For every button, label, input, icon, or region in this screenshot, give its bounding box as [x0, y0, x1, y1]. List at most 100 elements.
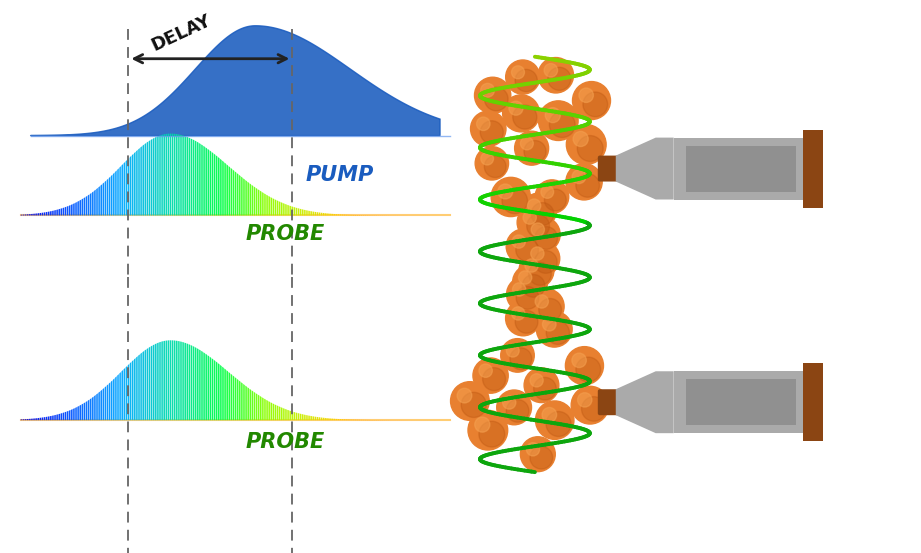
Polygon shape: [168, 340, 169, 420]
Polygon shape: [214, 360, 216, 420]
Circle shape: [476, 117, 490, 131]
Polygon shape: [201, 144, 203, 216]
Polygon shape: [52, 211, 53, 216]
Polygon shape: [136, 150, 138, 216]
Circle shape: [507, 400, 529, 422]
Circle shape: [533, 377, 556, 400]
Polygon shape: [184, 343, 186, 420]
Circle shape: [475, 147, 508, 180]
Polygon shape: [273, 403, 274, 420]
Polygon shape: [227, 164, 228, 216]
Polygon shape: [251, 185, 253, 216]
Circle shape: [573, 132, 589, 147]
Polygon shape: [616, 138, 673, 200]
Polygon shape: [148, 347, 150, 420]
Circle shape: [522, 274, 545, 298]
Circle shape: [538, 58, 574, 93]
Circle shape: [535, 180, 569, 213]
Polygon shape: [199, 143, 201, 216]
Polygon shape: [258, 189, 260, 216]
Polygon shape: [333, 419, 335, 420]
Polygon shape: [319, 417, 321, 420]
Polygon shape: [71, 409, 73, 420]
Polygon shape: [346, 215, 347, 216]
Polygon shape: [107, 384, 109, 420]
Polygon shape: [222, 160, 224, 216]
Bar: [803, 129, 823, 207]
Polygon shape: [195, 140, 196, 216]
Polygon shape: [48, 211, 50, 216]
Polygon shape: [264, 194, 266, 216]
Circle shape: [542, 408, 556, 422]
Circle shape: [484, 156, 506, 178]
Polygon shape: [148, 140, 150, 216]
Polygon shape: [96, 393, 98, 420]
Polygon shape: [79, 405, 81, 420]
Polygon shape: [67, 411, 68, 420]
Polygon shape: [235, 171, 237, 216]
Circle shape: [530, 446, 553, 469]
Circle shape: [480, 121, 503, 144]
Polygon shape: [166, 341, 167, 420]
Polygon shape: [125, 366, 127, 420]
Polygon shape: [159, 342, 161, 420]
Circle shape: [517, 205, 552, 240]
Polygon shape: [27, 419, 29, 420]
Polygon shape: [27, 214, 29, 216]
Polygon shape: [61, 413, 62, 420]
Polygon shape: [216, 155, 217, 216]
Polygon shape: [321, 213, 322, 216]
Polygon shape: [113, 173, 114, 216]
Polygon shape: [117, 374, 119, 420]
Circle shape: [526, 443, 540, 456]
Polygon shape: [161, 341, 163, 420]
Polygon shape: [250, 389, 251, 420]
Polygon shape: [317, 212, 319, 216]
Polygon shape: [260, 191, 262, 216]
Polygon shape: [332, 214, 333, 216]
Polygon shape: [218, 157, 219, 216]
Polygon shape: [48, 416, 50, 420]
Text: PUMP: PUMP: [305, 165, 374, 185]
Polygon shape: [115, 170, 117, 216]
Polygon shape: [140, 147, 142, 216]
Polygon shape: [25, 419, 27, 420]
Circle shape: [507, 229, 542, 264]
Circle shape: [515, 69, 537, 92]
Polygon shape: [111, 175, 112, 216]
Polygon shape: [86, 196, 87, 216]
Polygon shape: [132, 360, 134, 420]
Polygon shape: [54, 210, 56, 216]
Polygon shape: [50, 211, 52, 216]
Polygon shape: [342, 215, 344, 216]
Polygon shape: [274, 199, 276, 216]
Polygon shape: [29, 214, 30, 216]
Circle shape: [479, 364, 493, 377]
Polygon shape: [159, 135, 161, 216]
Polygon shape: [281, 407, 283, 420]
Circle shape: [534, 251, 557, 273]
Polygon shape: [214, 154, 216, 216]
Polygon shape: [350, 215, 352, 216]
Circle shape: [473, 358, 508, 393]
Polygon shape: [228, 166, 230, 216]
Polygon shape: [191, 345, 192, 420]
Polygon shape: [325, 418, 327, 420]
Polygon shape: [205, 353, 207, 420]
Polygon shape: [333, 214, 335, 216]
Polygon shape: [323, 213, 324, 216]
Circle shape: [565, 347, 603, 385]
Circle shape: [576, 357, 600, 382]
Polygon shape: [155, 343, 157, 420]
Polygon shape: [174, 134, 176, 216]
Circle shape: [577, 135, 603, 161]
Circle shape: [519, 271, 531, 284]
Polygon shape: [182, 342, 184, 420]
Polygon shape: [266, 195, 268, 216]
Polygon shape: [52, 415, 53, 420]
Polygon shape: [335, 419, 337, 420]
Polygon shape: [79, 200, 81, 216]
Polygon shape: [294, 412, 295, 420]
Circle shape: [510, 348, 531, 369]
Circle shape: [535, 295, 548, 308]
